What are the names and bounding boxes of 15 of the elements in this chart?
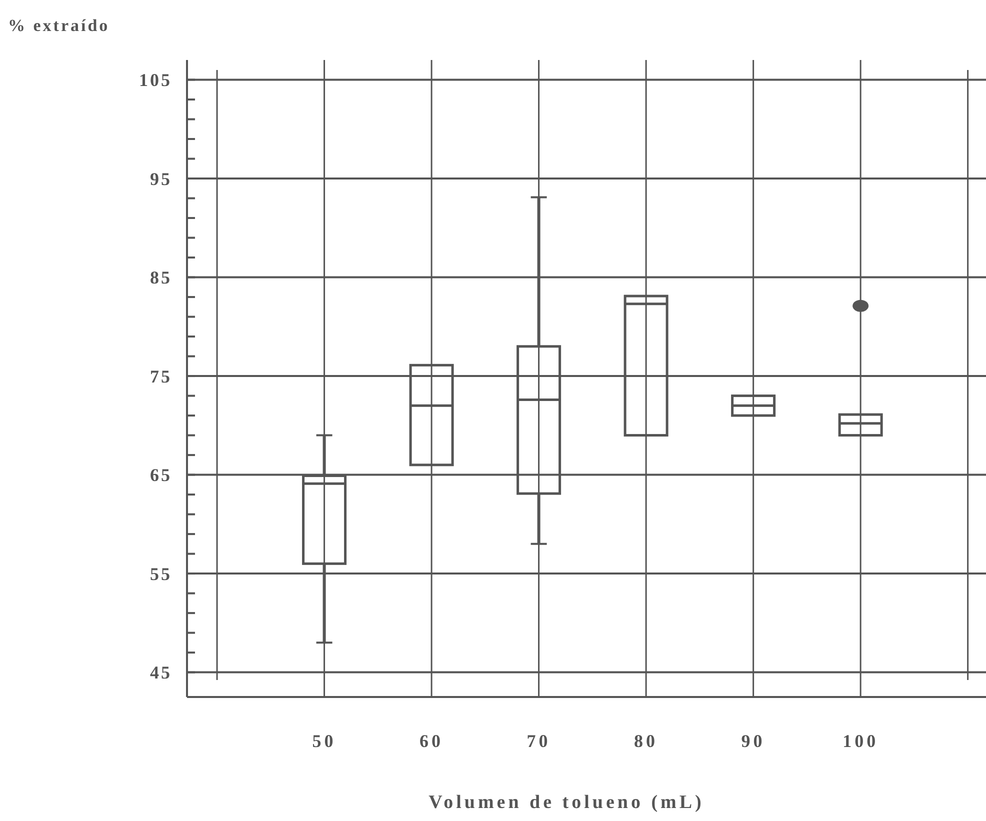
y-tick-label: 45 <box>150 662 172 683</box>
x-tick-label: 60 <box>420 731 444 751</box>
x-tick-label: 90 <box>741 731 766 751</box>
y-tick-label: 95 <box>150 168 172 189</box>
y-tick-label: 85 <box>150 268 172 288</box>
y-tick-label: 75 <box>150 366 172 386</box>
x-tick-label: 50 <box>312 731 336 751</box>
y-axis-title: % extraído <box>8 16 110 35</box>
x-tick-label: 100 <box>842 731 879 751</box>
x-tick-label: 80 <box>634 731 658 751</box>
y-tick-label: 65 <box>150 465 172 486</box>
x-tick-label: 70 <box>526 731 551 751</box>
y-tick-label: 55 <box>150 564 172 584</box>
y-tick-label: 105 <box>139 70 172 90</box>
x-axis-title: Volumen de tolueno (mL) <box>428 792 704 813</box>
